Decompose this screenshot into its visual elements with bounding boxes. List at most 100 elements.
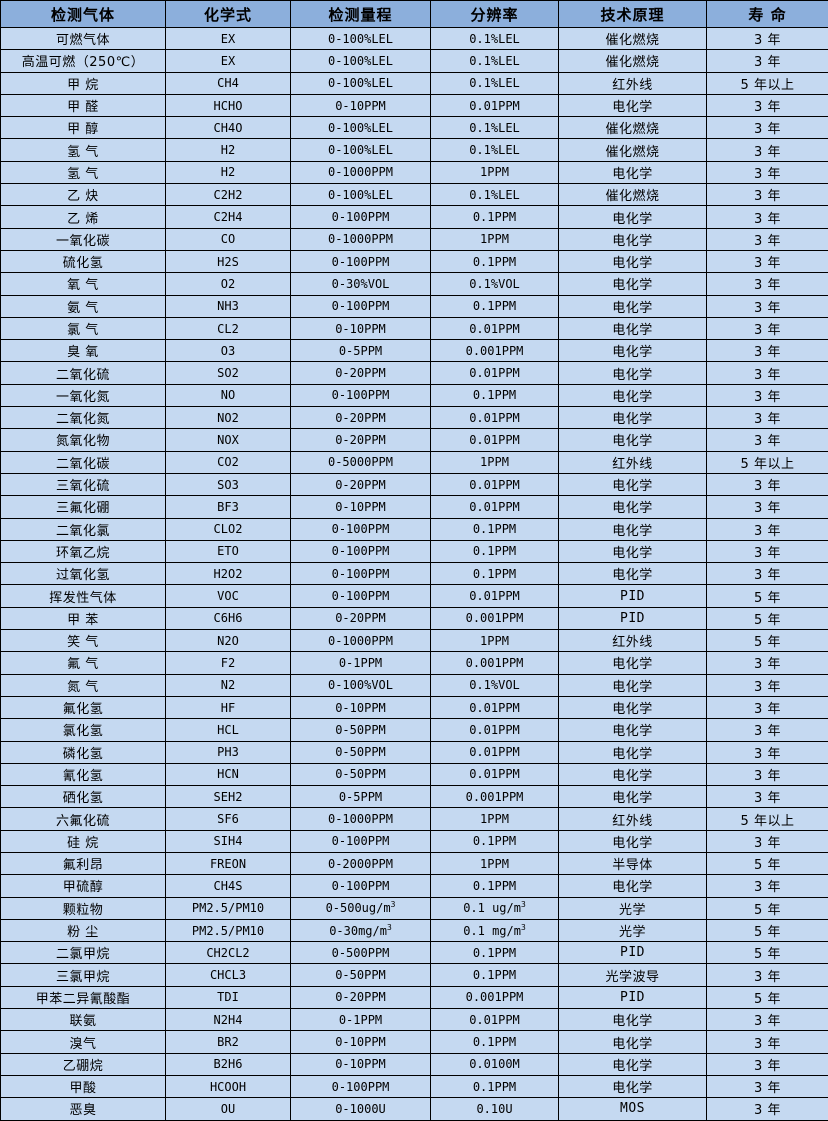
cell-chemical-formula: F2 bbox=[166, 652, 291, 674]
cell-resolution: 0.001PPM bbox=[431, 607, 559, 629]
cell-gas-name: 恶臭 bbox=[1, 1098, 166, 1120]
cell-chemical-formula: CHCL3 bbox=[166, 964, 291, 986]
cell-technology: 光学 bbox=[559, 897, 707, 919]
cell-detection-range: 0-1000PPM bbox=[291, 228, 431, 250]
cell-lifespan: 3 年 bbox=[707, 206, 828, 228]
cell-gas-name: 硅 烷 bbox=[1, 830, 166, 852]
cell-resolution: 0.1PPM bbox=[431, 964, 559, 986]
cell-gas-name: 环氧乙烷 bbox=[1, 540, 166, 562]
cell-technology: PID bbox=[559, 585, 707, 607]
cell-resolution: 0.01PPM bbox=[431, 585, 559, 607]
cell-detection-range: 0-5PPM bbox=[291, 340, 431, 362]
cell-detection-range: 0-50PPM bbox=[291, 763, 431, 785]
cell-lifespan: 3 年 bbox=[707, 786, 828, 808]
cell-gas-name: 甲 醛 bbox=[1, 94, 166, 116]
cell-technology: 电化学 bbox=[559, 362, 707, 384]
cell-lifespan: 3 年 bbox=[707, 28, 828, 50]
cell-chemical-formula: OU bbox=[166, 1098, 291, 1120]
cell-gas-name: 二氧化硫 bbox=[1, 362, 166, 384]
cell-gas-name: 氯 气 bbox=[1, 317, 166, 339]
cell-detection-range: 0-100PPM bbox=[291, 250, 431, 272]
cell-gas-name: 溴气 bbox=[1, 1031, 166, 1053]
cell-technology: 电化学 bbox=[559, 875, 707, 897]
cell-chemical-formula: PH3 bbox=[166, 741, 291, 763]
cell-detection-range: 0-100PPM bbox=[291, 295, 431, 317]
cell-chemical-formula: BF3 bbox=[166, 496, 291, 518]
cell-resolution: 0.001PPM bbox=[431, 652, 559, 674]
cell-technology: 光学波导 bbox=[559, 964, 707, 986]
cell-detection-range: 0-100%LEL bbox=[291, 184, 431, 206]
column-header-technology: 技术原理 bbox=[559, 1, 707, 28]
cell-lifespan: 3 年 bbox=[707, 340, 828, 362]
cell-lifespan: 3 年 bbox=[707, 1009, 828, 1031]
cell-detection-range: 0-100PPM bbox=[291, 540, 431, 562]
cell-detection-range: 0-100%VOL bbox=[291, 674, 431, 696]
cell-lifespan: 3 年 bbox=[707, 473, 828, 495]
cell-resolution: 0.001PPM bbox=[431, 340, 559, 362]
cell-technology: 红外线 bbox=[559, 451, 707, 473]
cell-lifespan: 3 年 bbox=[707, 652, 828, 674]
cell-detection-range: 0-5000PPM bbox=[291, 451, 431, 473]
cell-chemical-formula: SEH2 bbox=[166, 786, 291, 808]
cell-technology: 电化学 bbox=[559, 317, 707, 339]
cell-resolution: 0.1PPM bbox=[431, 540, 559, 562]
cell-detection-range: 0-100%LEL bbox=[291, 50, 431, 72]
cell-resolution: 0.01PPM bbox=[431, 429, 559, 451]
cell-detection-range: 0-10PPM bbox=[291, 1053, 431, 1075]
cell-lifespan: 5 年以上 bbox=[707, 72, 828, 94]
cell-resolution: 0.1PPM bbox=[431, 1031, 559, 1053]
cell-resolution: 0.01PPM bbox=[431, 407, 559, 429]
cell-detection-range: 0-100PPM bbox=[291, 206, 431, 228]
cell-technology: 电化学 bbox=[559, 496, 707, 518]
cell-chemical-formula: VOC bbox=[166, 585, 291, 607]
cell-gas-name: 甲 苯 bbox=[1, 607, 166, 629]
cell-resolution: 0.1PPM bbox=[431, 830, 559, 852]
cell-gas-name: 挥发性气体 bbox=[1, 585, 166, 607]
cell-resolution: 0.1%LEL bbox=[431, 50, 559, 72]
table-header: 检测气体 化学式 检测量程 分辨率 技术原理 寿 命 bbox=[1, 1, 828, 28]
cell-detection-range: 0-20PPM bbox=[291, 473, 431, 495]
cell-chemical-formula: C2H2 bbox=[166, 184, 291, 206]
cell-chemical-formula: SIH4 bbox=[166, 830, 291, 852]
cell-detection-range: 0-10PPM bbox=[291, 94, 431, 116]
cell-resolution: 0.01PPM bbox=[431, 763, 559, 785]
cell-lifespan: 3 年 bbox=[707, 964, 828, 986]
cell-gas-name: 三氯甲烷 bbox=[1, 964, 166, 986]
cell-lifespan: 3 年 bbox=[707, 496, 828, 518]
cell-resolution: 1PPM bbox=[431, 451, 559, 473]
cell-chemical-formula: HCL bbox=[166, 719, 291, 741]
cell-chemical-formula: SO3 bbox=[166, 473, 291, 495]
cell-lifespan: 3 年 bbox=[707, 94, 828, 116]
cell-detection-range: 0-50PPM bbox=[291, 741, 431, 763]
cell-detection-range: 0-1000PPM bbox=[291, 808, 431, 830]
cell-lifespan: 3 年 bbox=[707, 429, 828, 451]
cell-gas-name: 乙 烯 bbox=[1, 206, 166, 228]
cell-technology: 电化学 bbox=[559, 228, 707, 250]
cell-detection-range: 0-20PPM bbox=[291, 429, 431, 451]
cell-chemical-formula: CH4S bbox=[166, 875, 291, 897]
cell-chemical-formula: BR2 bbox=[166, 1031, 291, 1053]
cell-lifespan: 3 年 bbox=[707, 1053, 828, 1075]
cell-chemical-formula: PM2.5/PM10 bbox=[166, 897, 291, 919]
cell-gas-name: 氟化氢 bbox=[1, 696, 166, 718]
cell-technology: 电化学 bbox=[559, 540, 707, 562]
cell-detection-range: 0-5PPM bbox=[291, 786, 431, 808]
cell-detection-range: 0-100PPM bbox=[291, 875, 431, 897]
cell-technology: 电化学 bbox=[559, 786, 707, 808]
cell-resolution: 0.1PPM bbox=[431, 295, 559, 317]
cell-technology: 电化学 bbox=[559, 473, 707, 495]
